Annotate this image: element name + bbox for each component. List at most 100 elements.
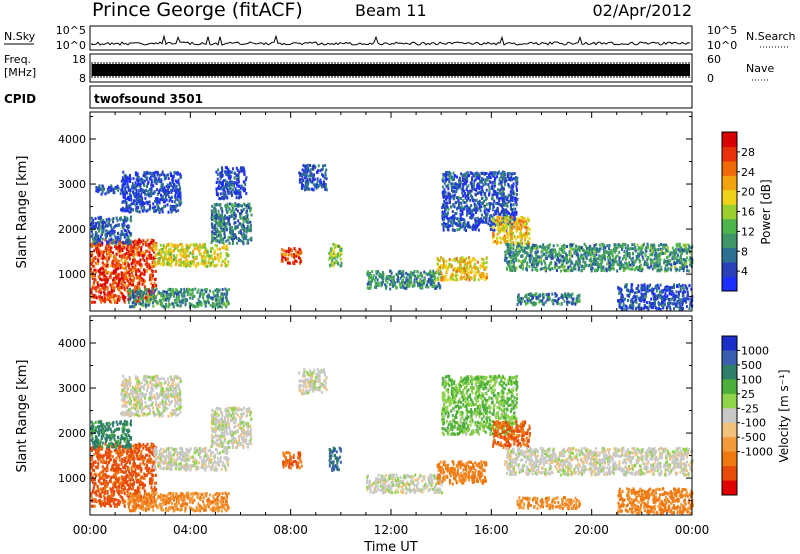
data-cell xyxy=(127,204,130,208)
data-cell xyxy=(160,178,163,181)
data-cell xyxy=(426,273,429,277)
data-cell xyxy=(174,291,177,295)
data-cell xyxy=(135,300,138,304)
data-cell xyxy=(515,229,518,233)
data-cell xyxy=(221,168,224,172)
data-cell xyxy=(140,277,143,280)
data-cell xyxy=(513,207,515,211)
data-cell xyxy=(683,244,686,247)
data-cell xyxy=(149,190,152,194)
data-cell xyxy=(122,226,125,230)
data-cell xyxy=(216,235,219,239)
data-cell xyxy=(149,175,152,179)
data-cell xyxy=(520,215,523,219)
data-cell xyxy=(499,181,502,185)
data-cell xyxy=(99,249,102,253)
data-cell xyxy=(199,293,202,297)
data-cell xyxy=(175,197,178,201)
data-cell xyxy=(402,269,405,273)
data-cell xyxy=(155,300,158,304)
data-cell xyxy=(323,182,326,185)
data-cell xyxy=(460,205,463,209)
data-cell xyxy=(493,173,496,176)
data-cell xyxy=(491,216,494,219)
data-cell xyxy=(195,265,198,268)
data-cell xyxy=(451,194,454,198)
data-cell xyxy=(333,245,336,249)
data-cell xyxy=(303,164,306,168)
data-cell xyxy=(476,182,479,186)
data-cell xyxy=(507,234,510,238)
data-cell xyxy=(211,230,214,234)
data-cell xyxy=(471,178,473,182)
data-cell xyxy=(506,213,508,217)
data-cell xyxy=(141,271,144,275)
data-cell xyxy=(334,243,337,247)
data-cell xyxy=(497,191,500,195)
data-cell xyxy=(222,194,225,198)
data-cell xyxy=(194,305,197,309)
data-cell xyxy=(92,259,95,263)
data-cell xyxy=(152,202,155,206)
data-cell xyxy=(514,211,517,215)
data-cell xyxy=(212,260,214,264)
data-cell xyxy=(524,238,526,242)
data-cell xyxy=(222,186,225,190)
data-cell xyxy=(138,263,141,267)
data-cell xyxy=(466,261,469,265)
data-cell xyxy=(200,303,203,307)
data-cell xyxy=(469,189,471,193)
data-cell xyxy=(504,212,507,216)
data-cell xyxy=(148,263,151,267)
data-cell xyxy=(226,189,229,193)
data-cell xyxy=(158,191,161,195)
beam-title: Beam 11 xyxy=(355,1,427,20)
data-cell xyxy=(199,243,201,247)
data-cell xyxy=(456,222,459,226)
data-cell xyxy=(130,279,133,282)
data-cell xyxy=(102,265,105,269)
data-cell xyxy=(95,186,98,190)
data-cell xyxy=(102,276,105,279)
data-cell xyxy=(458,176,461,180)
data-cell xyxy=(509,198,512,202)
data-cell xyxy=(511,246,514,250)
data-cell xyxy=(186,298,189,302)
data-cell xyxy=(219,222,222,226)
data-cell xyxy=(464,178,467,182)
data-cell xyxy=(105,248,108,252)
data-cell xyxy=(142,300,145,304)
data-cell xyxy=(97,275,100,279)
data-cell xyxy=(226,204,229,207)
data-cell xyxy=(101,231,103,235)
data-cell xyxy=(124,241,127,245)
data-cell xyxy=(377,283,380,287)
data-cell xyxy=(143,296,145,300)
data-cell xyxy=(116,232,119,236)
data-cell xyxy=(113,286,115,290)
data-cell xyxy=(526,226,529,230)
data-cell xyxy=(522,234,525,238)
data-cell xyxy=(135,206,138,210)
data-cell xyxy=(225,299,228,303)
data-cell xyxy=(311,188,314,192)
data-cell xyxy=(489,228,492,231)
data-cell xyxy=(217,209,220,213)
data-cell xyxy=(375,272,378,276)
data-cell xyxy=(212,210,215,214)
data-cell xyxy=(459,270,462,273)
data-cell xyxy=(232,239,234,243)
data-cell xyxy=(212,292,215,296)
data-cell xyxy=(221,213,224,217)
data-cell xyxy=(455,217,458,221)
data-cell xyxy=(124,182,127,186)
data-cell xyxy=(228,187,231,191)
data-cell xyxy=(141,203,144,207)
data-cell xyxy=(672,249,675,253)
data-cell xyxy=(444,204,447,208)
data-cell xyxy=(191,260,194,263)
data-cell xyxy=(172,258,175,262)
data-cell xyxy=(175,243,178,247)
data-cell xyxy=(216,263,219,267)
data-cell xyxy=(463,205,466,209)
